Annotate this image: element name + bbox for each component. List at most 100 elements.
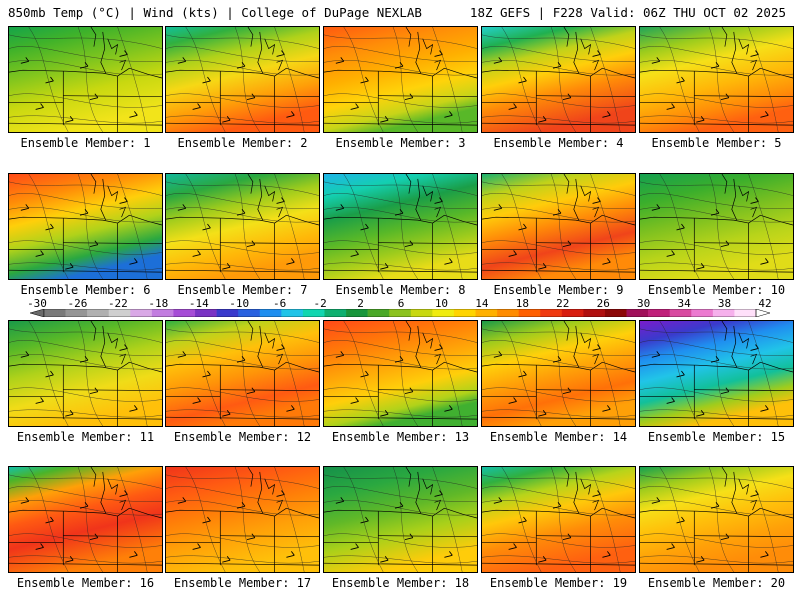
wind-barb	[202, 516, 211, 524]
wind-barb	[360, 223, 369, 231]
wind-barb	[89, 387, 99, 395]
wind-barb	[65, 116, 74, 123]
wind-barb	[202, 223, 211, 231]
wind-barb	[276, 197, 285, 204]
wind-barb	[444, 258, 453, 265]
temperature-field-map	[166, 27, 319, 132]
wind-barb	[493, 57, 503, 64]
ensemble-map-6	[8, 173, 163, 280]
temperature-field-map	[640, 27, 793, 132]
wind-barb	[222, 556, 231, 563]
wind-barb	[286, 551, 295, 558]
wind-barb	[286, 258, 295, 265]
wind-barb	[335, 57, 345, 64]
colorbar-tick-label: -10	[229, 297, 250, 310]
wind-barb	[720, 240, 730, 248]
wind-barb	[666, 543, 675, 550]
wind-barb	[246, 240, 256, 248]
wind-barb	[394, 62, 404, 69]
wind-barb	[394, 209, 404, 216]
ensemble-member-label: Ensemble Member: 19	[489, 576, 628, 590]
colorbar-tick-label: 30	[637, 297, 651, 310]
ensemble-map-20	[639, 466, 794, 573]
colorbar-swatch	[583, 309, 606, 317]
wind-barb	[20, 497, 30, 504]
wind-barb	[710, 209, 720, 216]
wind-barb	[360, 76, 369, 84]
wind-barb	[192, 397, 201, 404]
ensemble-map-16	[8, 466, 163, 573]
wind-barb	[666, 103, 675, 110]
wind-barb	[177, 204, 187, 211]
wind-barb	[710, 356, 720, 363]
wind-barb	[538, 556, 547, 563]
wind-barb	[720, 93, 730, 101]
temperature-field-map	[9, 174, 162, 279]
wind-barb	[350, 250, 359, 257]
temperature-field-map	[640, 321, 793, 426]
wind-barb	[518, 76, 527, 84]
temperature-field-map	[9, 321, 162, 426]
wind-barb	[750, 50, 759, 57]
colorbar-swatch	[44, 309, 66, 317]
temperature-field-map	[324, 174, 477, 279]
wind-barb	[552, 209, 562, 216]
ensemble-member-label: Ensemble Member: 11	[16, 430, 155, 444]
ensemble-map-1	[8, 26, 163, 133]
ensemble-map-9	[481, 173, 636, 280]
temperature-field-map	[324, 467, 477, 572]
wind-barb	[20, 204, 30, 211]
wind-barb	[65, 263, 74, 270]
wind-barb	[434, 490, 443, 497]
colorbar-tick-label: 42	[758, 297, 772, 310]
wind-barb	[518, 223, 527, 231]
colorbar-swatch	[691, 309, 714, 317]
wind-barb	[508, 543, 517, 550]
wind-barb	[65, 410, 74, 417]
colorbar-tick-label: -2	[313, 297, 327, 310]
wind-barb	[236, 209, 246, 216]
temperature-field-map	[9, 467, 162, 572]
wind-barb	[760, 258, 769, 265]
wind-barb	[222, 116, 231, 123]
wind-barb	[192, 543, 201, 550]
colorbar-swatch	[173, 309, 196, 317]
wind-barb	[35, 397, 44, 404]
wind-barb	[192, 103, 201, 110]
wind-barb	[518, 516, 527, 524]
wind-barb	[696, 263, 705, 270]
wind-barb	[518, 370, 527, 378]
ensemble-map-13	[323, 320, 478, 427]
colorbar-swatch	[302, 309, 325, 317]
colorbar-tick-label: 38	[717, 297, 732, 310]
wind-barb	[380, 556, 389, 563]
ensemble-member-label: Ensemble Member: 1	[20, 136, 151, 150]
ensemble-member-label: Ensemble Member: 17	[173, 576, 312, 590]
wind-barb	[394, 502, 404, 509]
wind-barb	[651, 57, 661, 64]
ensemble-map-18	[323, 466, 478, 573]
wind-barb	[493, 204, 503, 211]
wind-barb	[602, 551, 611, 558]
wind-barb	[79, 62, 89, 69]
wind-barb	[404, 240, 414, 248]
temperature-field-map	[640, 467, 793, 572]
ensemble-member-label: Ensemble Member: 9	[493, 283, 624, 297]
wind-barb	[720, 387, 730, 395]
wind-barb	[276, 344, 285, 351]
wind-barb	[45, 223, 54, 231]
wind-barb	[404, 93, 414, 101]
colorbar-swatch	[410, 309, 433, 317]
wind-barb	[434, 197, 443, 204]
colorbar-tick-label: 14	[475, 297, 489, 310]
temperature-field-map	[166, 467, 319, 572]
wind-barb	[696, 116, 705, 123]
wind-barb	[651, 204, 661, 211]
wind-barb	[444, 405, 453, 412]
ensemble-member-label: Ensemble Member: 13	[331, 430, 470, 444]
colorbar-swatch	[453, 309, 476, 317]
ensemble-map-8	[323, 173, 478, 280]
temperature-field-map	[166, 321, 319, 426]
wind-barb	[236, 356, 246, 363]
temperature-field-map	[482, 174, 635, 279]
